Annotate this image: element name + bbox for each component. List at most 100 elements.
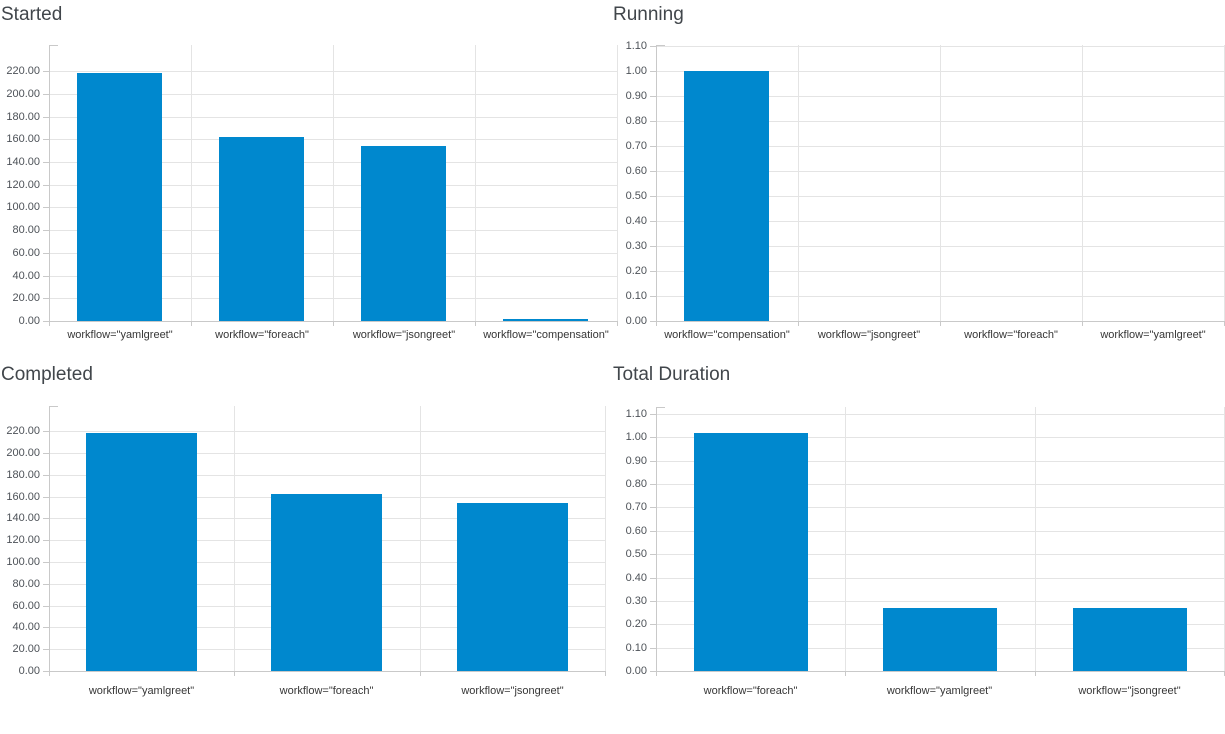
x-category-label: workflow="yamlgreet" — [886, 685, 993, 697]
y-tick-label: 0.50 — [625, 190, 647, 202]
bar[interactable] — [684, 71, 769, 321]
gridline-vertical — [333, 45, 334, 321]
y-tick — [650, 71, 656, 72]
y-tick — [650, 221, 656, 222]
y-tick-label: 1.10 — [625, 40, 647, 52]
y-tick — [43, 71, 49, 72]
y-axis-top-cap — [49, 45, 58, 46]
chart-running: Running 0.00 0.10 0.20 0.30 0.40 0.50 0.60 0.70… — [612, 0, 1225, 360]
y-tick-label: 140.00 — [6, 156, 40, 168]
y-tick-label: 1.00 — [625, 65, 647, 77]
bar[interactable] — [77, 73, 162, 321]
y-axis — [49, 45, 50, 321]
gridline-vertical — [420, 406, 421, 671]
y-tick — [650, 461, 656, 462]
gridline-horizontal — [656, 413, 1224, 415]
y-tick-label: 0.40 — [625, 572, 647, 584]
y-tick — [43, 649, 49, 650]
bar[interactable] — [271, 494, 382, 671]
y-tick — [650, 507, 656, 508]
y-tick-label: 200.00 — [6, 447, 40, 459]
chart-started-plot-area: 0.00 20.00 40.00 60.00 80.00 100.00 120.00 140.… — [0, 0, 618, 360]
y-tick — [650, 146, 656, 147]
y-tick-label: 0.40 — [625, 215, 647, 227]
y-tick-label: 0.50 — [625, 548, 647, 560]
x-tick — [798, 321, 799, 326]
chart-total-duration-title: Total Duration — [613, 364, 731, 385]
y-tick — [43, 431, 49, 432]
bar[interactable] — [457, 503, 568, 671]
y-tick-label: 0.80 — [625, 478, 647, 490]
y-tick — [650, 46, 656, 47]
bar[interactable] — [883, 608, 997, 671]
bar[interactable] — [694, 433, 808, 671]
y-tick-label: 1.10 — [625, 408, 647, 420]
x-category-label: workflow="foreach" — [964, 329, 1058, 341]
y-tick-label: 80.00 — [12, 578, 40, 590]
y-tick-label: 0.70 — [625, 140, 647, 152]
y-tick — [43, 139, 49, 140]
y-tick — [43, 627, 49, 628]
chart-started-title: Started — [1, 4, 63, 25]
y-tick — [43, 94, 49, 95]
gridline-horizontal — [656, 436, 1224, 438]
y-axis — [656, 45, 657, 321]
y-tick — [650, 578, 656, 579]
chart-completed-plot-area: 0.00 20.00 40.00 60.00 80.00 100.00 120.00 140.… — [0, 360, 618, 734]
bar[interactable] — [503, 319, 588, 321]
x-tick — [333, 321, 334, 326]
y-tick — [43, 540, 49, 541]
bar[interactable] — [86, 433, 197, 671]
x-axis — [656, 671, 1225, 672]
x-tick — [656, 321, 657, 326]
x-tick — [845, 671, 846, 676]
gridline-vertical — [798, 45, 799, 321]
y-tick-label: 0.80 — [625, 115, 647, 127]
y-axis-top-cap — [656, 45, 665, 46]
y-tick — [43, 453, 49, 454]
x-tick — [1082, 321, 1083, 326]
y-axis — [656, 407, 657, 671]
y-tick-label: 140.00 — [6, 512, 40, 524]
y-axis-top-cap — [49, 406, 58, 407]
y-tick — [43, 606, 49, 607]
y-tick — [650, 246, 656, 247]
y-tick — [43, 562, 49, 563]
y-tick — [650, 271, 656, 272]
y-tick-label: 0.00 — [18, 665, 40, 677]
x-category-label: workflow="foreach" — [279, 685, 374, 697]
y-tick-label: 60.00 — [12, 247, 40, 259]
y-tick — [650, 171, 656, 172]
y-tick-label: 0.70 — [625, 501, 647, 513]
y-tick — [650, 96, 656, 97]
y-tick — [43, 207, 49, 208]
y-tick-label: 0.30 — [625, 595, 647, 607]
y-tick-label: 200.00 — [6, 88, 40, 100]
gridline-vertical — [845, 407, 846, 671]
y-tick — [43, 253, 49, 254]
y-tick — [43, 321, 49, 322]
bar[interactable] — [219, 137, 304, 321]
y-tick-label: 40.00 — [12, 270, 40, 282]
y-tick-label: 1.00 — [625, 431, 647, 443]
bar[interactable] — [361, 146, 446, 321]
y-tick-label: 100.00 — [6, 556, 40, 568]
x-tick — [475, 321, 476, 326]
y-tick — [43, 298, 49, 299]
x-category-label: workflow="yamlgreet" — [1100, 329, 1206, 341]
y-tick-label: 100.00 — [6, 201, 40, 213]
gridline-vertical — [191, 45, 192, 321]
x-axis — [49, 671, 606, 672]
y-tick-label: 180.00 — [6, 469, 40, 481]
y-tick-label: 0.10 — [625, 290, 647, 302]
y-tick — [43, 671, 49, 672]
x-category-label: workflow="yamlgreet" — [88, 685, 195, 697]
bar[interactable] — [1073, 608, 1187, 671]
gridline-vertical — [475, 45, 476, 321]
x-category-label: workflow="jsongreet" — [461, 685, 564, 697]
y-tick — [650, 321, 656, 322]
gridline-vertical — [1035, 407, 1036, 671]
gridline-horizontal — [656, 553, 1224, 555]
y-tick — [650, 196, 656, 197]
x-tick — [49, 671, 50, 676]
